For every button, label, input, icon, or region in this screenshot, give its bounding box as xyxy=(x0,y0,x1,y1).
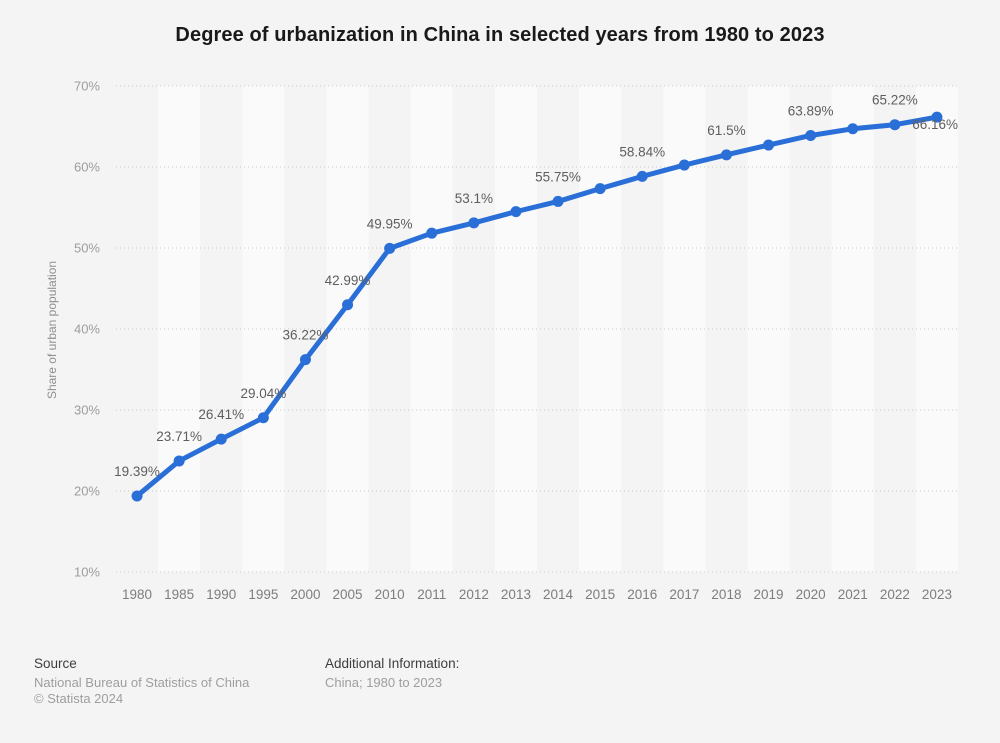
x-axis-tick-label: 2015 xyxy=(585,587,615,602)
plot-band xyxy=(494,86,537,572)
data-line xyxy=(134,114,940,499)
data-point xyxy=(805,129,817,141)
data-point xyxy=(763,139,775,151)
data-point xyxy=(678,159,690,171)
data-point-label: 58.84% xyxy=(619,144,665,159)
x-axis-tick-label: 2000 xyxy=(290,587,320,602)
x-axis-tick-label: 2005 xyxy=(333,587,363,602)
x-axis-tick-label: 1990 xyxy=(206,587,236,602)
data-point xyxy=(847,123,859,135)
x-axis-tick-label: 1995 xyxy=(248,587,278,602)
data-point xyxy=(215,433,227,445)
data-point xyxy=(131,490,143,502)
x-axis-tick-label: 2014 xyxy=(543,587,574,602)
x-axis-tick-label: 2016 xyxy=(627,587,657,602)
y-axis-tick-label: 40% xyxy=(74,322,100,337)
y-axis-tick-label: 10% xyxy=(74,565,100,580)
y-axis-tick-label: 60% xyxy=(74,160,100,175)
data-point xyxy=(257,412,269,424)
x-axis-tick-label: 2017 xyxy=(669,587,699,602)
data-point xyxy=(636,170,648,182)
data-point xyxy=(720,149,732,161)
data-point xyxy=(173,455,185,467)
x-axis-tick-label: 2012 xyxy=(459,587,489,602)
x-axis-tick-label: 2022 xyxy=(880,587,910,602)
data-point-label: 19.39% xyxy=(114,464,160,479)
y-axis-tick-label: 70% xyxy=(74,79,100,94)
x-axis-tick-label: 1985 xyxy=(164,587,194,602)
data-point-label: 49.95% xyxy=(367,216,413,231)
data-point-label: 26.41% xyxy=(198,407,244,422)
data-point xyxy=(342,299,354,311)
data-point xyxy=(468,217,480,229)
data-point-label: 65.22% xyxy=(872,93,918,108)
data-point-label: 23.71% xyxy=(156,429,202,444)
plot-band xyxy=(158,86,201,572)
x-axis-tick-label: 2011 xyxy=(417,587,446,602)
data-point-label: 66.16% xyxy=(912,117,958,132)
additional-information-value: China; 1980 to 2023 xyxy=(325,675,443,690)
data-point xyxy=(384,242,396,254)
x-axis-tick-label: 2010 xyxy=(375,587,405,602)
data-point xyxy=(299,354,311,366)
x-axis-tick-label: 2019 xyxy=(754,587,784,602)
urbanization-line-chart: 10% 20% 30% 40% 50% 60% 70% 1980 1985 1990 1995 200… xyxy=(45,79,958,602)
x-axis-tick-label: 2021 xyxy=(838,587,868,602)
y-axis-title: Share of urban population xyxy=(45,261,59,399)
data-point-label: 61.5% xyxy=(707,123,745,138)
data-point-label: 42.99% xyxy=(325,273,371,288)
additional-information-label: Additional Information: xyxy=(325,656,460,671)
source-name: National Bureau of Statistics of China xyxy=(34,675,250,690)
chart-title: Degree of urbanization in China in selec… xyxy=(175,24,825,46)
plot-band xyxy=(326,86,369,572)
data-point-label: 53.1% xyxy=(455,191,493,206)
y-axis-tick-label: 50% xyxy=(74,241,100,256)
data-point xyxy=(931,111,943,123)
data-point xyxy=(552,195,564,207)
data-point-label: 55.75% xyxy=(535,169,581,184)
data-point-label: 36.22% xyxy=(283,328,329,343)
data-point xyxy=(426,227,438,239)
x-axis-tick-label: 1980 xyxy=(122,587,152,602)
x-axis-tick-label: 2020 xyxy=(796,587,826,602)
y-axis-tick-label: 20% xyxy=(74,484,100,499)
data-point xyxy=(510,206,522,218)
data-point-label: 29.04% xyxy=(240,386,286,401)
data-point xyxy=(594,183,606,195)
x-axis-tick-label: 2023 xyxy=(922,587,952,602)
x-axis-tick-label: 2018 xyxy=(711,587,741,602)
plot-band xyxy=(410,86,453,572)
copyright-notice: © Statista 2024 xyxy=(34,691,124,706)
source-label: Source xyxy=(34,656,77,671)
plot-band xyxy=(242,86,285,572)
data-point xyxy=(889,119,901,131)
x-axis-tick-label: 2013 xyxy=(501,587,531,602)
data-point-label: 63.89% xyxy=(788,103,834,118)
y-axis-tick-label: 30% xyxy=(74,403,100,418)
